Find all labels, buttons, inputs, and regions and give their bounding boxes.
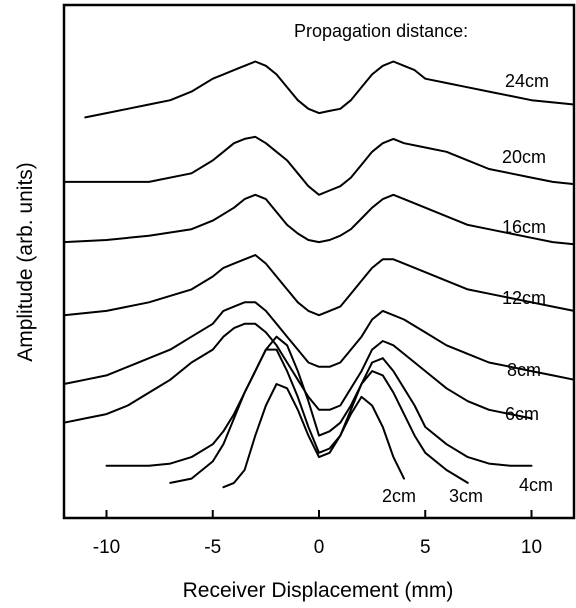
curve-label-8cm: 8cm	[507, 360, 541, 380]
curve-label-2cm: 2cm	[382, 486, 416, 506]
x-axis-tick-labels: -10 -5 0 5 10	[93, 537, 542, 558]
x-axis-ticks	[105, 510, 533, 518]
series-line-8cm	[63, 301, 575, 385]
series-line-2cm	[222, 383, 405, 489]
x-axis-title: Receiver Displacement (mm)	[183, 579, 454, 602]
curve-label-16cm: 16cm	[502, 217, 546, 237]
plot-frame	[62, 3, 576, 520]
series-line-4cm	[105, 335, 533, 467]
curve-label-6cm: 6cm	[505, 404, 539, 424]
series-line-3cm	[169, 348, 469, 484]
x-tick-label: 5	[420, 537, 431, 558]
curves-group	[63, 60, 575, 489]
series-line-12cm	[63, 254, 575, 317]
series-line-16cm	[63, 193, 575, 246]
legend-title: Propagation distance:	[294, 21, 468, 41]
curve-label-24cm: 24cm	[505, 71, 549, 91]
y-axis-title: Amplitude (arb. units)	[14, 162, 37, 362]
curve-label-12cm: 12cm	[502, 288, 546, 308]
x-tick-label: 0	[314, 537, 325, 558]
curve-label-20cm: 20cm	[502, 147, 546, 167]
series-line-20cm	[63, 135, 575, 196]
x-tick-label: -10	[93, 537, 120, 558]
series-line-24cm	[84, 60, 575, 119]
curve-labels: 24cm 20cm 16cm 12cm 8cm 6cm 4cm 3cm 2cm	[382, 71, 553, 506]
x-tick-label: -5	[204, 537, 221, 558]
x-tick-label: 10	[521, 537, 542, 558]
curve-label-4cm: 4cm	[519, 475, 553, 495]
curve-label-3cm: 3cm	[449, 486, 483, 506]
